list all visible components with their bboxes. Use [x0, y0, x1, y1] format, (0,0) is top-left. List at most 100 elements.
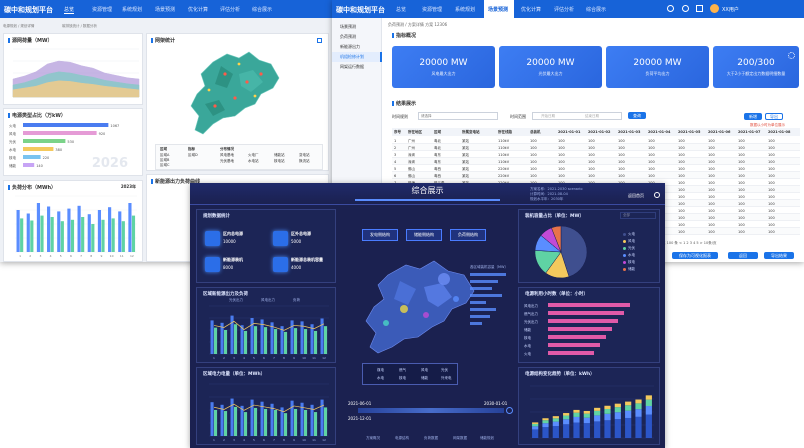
table-row[interactable]: 5 佛山 粤西 某站 220kV 100 100 100 100 100 100 100 100 100: [392, 165, 800, 172]
nav-tab-5[interactable]: 评估分析: [220, 7, 241, 13]
column-header[interactable]: 2021-01-02: [588, 130, 611, 134]
column-header[interactable]: 2021-01-08: [768, 130, 791, 134]
table-row[interactable]: 1 广州 粤北 某站 110kV 100 100 100 100 100 100 100 100 100: [392, 137, 800, 144]
column-header[interactable]: 所在线路: [498, 130, 512, 134]
table-cell: 粤北: [434, 145, 441, 150]
map-chart-title: 各区域装机容量（MW）: [470, 265, 508, 269]
search-icon[interactable]: [667, 5, 674, 12]
side-item[interactable]: 负荷预测: [340, 34, 356, 39]
table-cell: 110kV: [498, 145, 510, 150]
table-cell: 100: [708, 229, 715, 234]
play-icon[interactable]: [506, 407, 513, 414]
back-home-link[interactable]: 返回首页: [628, 193, 644, 198]
table-cell: 粤东: [434, 152, 441, 157]
side-item[interactable]: 场景预测: [340, 24, 356, 29]
table-cell: 100: [530, 159, 537, 164]
bottom-tab[interactable]: 电源结构: [395, 436, 409, 440]
breadcrumb[interactable]: 负荷预测 / 方案详情 方案 12306: [388, 22, 448, 27]
tick-label: 8: [90, 254, 92, 258]
metric-label: 风电最大出力: [431, 71, 456, 76]
nav-tab-3[interactable]: 场景预测: [155, 7, 176, 13]
bottom-tab[interactable]: 网架数据: [453, 436, 467, 440]
pie-slice: [560, 225, 588, 278]
date-range-input[interactable]: 开始日期 结束日期: [532, 112, 622, 120]
column-header[interactable]: 2021-01-04: [648, 130, 671, 134]
nav-tab-2[interactable]: 系统规划: [455, 7, 476, 13]
table-row[interactable]: 4 深圳 粤东 某站 110kV 100 100 100 100 100 100 100 100 100: [392, 158, 800, 165]
table-cell: 100: [738, 201, 745, 206]
nav-tab-0[interactable]: 总览: [396, 7, 407, 13]
legend-label: 核电: [628, 260, 635, 264]
nav-tab-1[interactable]: 资源管理: [422, 7, 443, 13]
bottom-tab[interactable]: 储能规划: [480, 436, 494, 440]
bottom-tab[interactable]: 负荷数据: [424, 436, 438, 440]
bar: [254, 407, 258, 436]
column-header[interactable]: 区域: [434, 130, 441, 134]
bar: [70, 219, 75, 252]
column-header[interactable]: 所在地区: [408, 130, 422, 134]
rule-select[interactable]: [418, 112, 498, 120]
breadcrumb-right[interactable]: 碳排放统计 / 数据分析: [62, 24, 97, 28]
column-header[interactable]: 总装机: [530, 130, 541, 134]
breadcrumb-left[interactable]: 电源规划 / 规划详情: [3, 24, 35, 28]
nav-tab-0[interactable]: 总览: [64, 7, 75, 14]
tick-label: 12: [130, 254, 134, 258]
side-item-active[interactable]: 机组检修计划: [340, 54, 364, 59]
legend-item: 外来电: [441, 376, 452, 380]
bar-segment: [542, 423, 549, 428]
column-header[interactable]: 2021-01-07: [738, 130, 761, 134]
column-header[interactable]: 2021-01-06: [708, 130, 731, 134]
tick-label: 11: [120, 254, 124, 258]
map-tab-generation[interactable]: 发电侧结构: [362, 229, 398, 241]
table-row[interactable]: 6 佛山 粤西 某站 220kV 100 100 100 100 100 100 100 100 100: [392, 172, 800, 179]
table-cell: 100: [708, 215, 715, 220]
side-item[interactable]: 新能源出力: [340, 44, 360, 49]
timeline-slider[interactable]: [358, 408, 504, 413]
nav-tab-6[interactable]: 综合展示: [586, 7, 607, 13]
bottom-tab[interactable]: 方案概况: [366, 436, 380, 440]
nav-tab-3[interactable]: 场景预测: [488, 7, 509, 13]
column-header[interactable]: 所属变电站: [462, 130, 480, 134]
pagination[interactable]: 共 100 条 < 1 2 3 4 5 > 10条/页: [662, 241, 717, 245]
gear-icon[interactable]: [682, 5, 689, 12]
column-header[interactable]: 2021-01-05: [678, 130, 701, 134]
export-button[interactable]: 导出: [765, 113, 783, 120]
legend-item: 风电: [421, 368, 428, 372]
add-button[interactable]: 新增: [744, 113, 762, 120]
metric-label: 大于2小于额定出力数据明细数量: [726, 71, 786, 76]
bar-segment: [625, 417, 632, 438]
back-button[interactable]: 返回: [728, 252, 758, 259]
nav-tab-4[interactable]: 优化计算: [188, 7, 209, 13]
bar: [320, 318, 324, 354]
nav-tab-4[interactable]: 优化计算: [521, 7, 542, 13]
table-row[interactable]: 3 深圳 粤东 某站 110kV 100 100 100 100 100 100 100 100 100: [392, 151, 800, 158]
map-tab-load[interactable]: 负荷侧结构: [450, 229, 486, 241]
save-report-button[interactable]: 保存为可视化报表: [672, 252, 718, 259]
bar: [320, 399, 324, 436]
bell-icon[interactable]: [696, 5, 703, 12]
area-series-2: [12, 80, 140, 98]
gear-icon[interactable]: [654, 192, 660, 198]
query-button[interactable]: 查询: [628, 112, 646, 119]
nav-tab-1[interactable]: 资源管理: [92, 7, 113, 13]
nav-tab-2[interactable]: 系统规划: [122, 7, 143, 13]
gear-icon[interactable]: [788, 52, 795, 59]
map-tab-storage[interactable]: 储能侧结构: [406, 229, 442, 241]
export-result-button[interactable]: 导出结果: [764, 252, 794, 259]
table-cell: 100: [738, 180, 745, 185]
side-item[interactable]: 网架运行数据: [340, 64, 364, 69]
table-cell: 100: [768, 215, 775, 220]
bar-segment: [604, 408, 611, 414]
table-row[interactable]: 2 广州 粤北 某站 110kV 100 100 100 100 100 100 100 100 100: [392, 144, 800, 151]
nav-tab-6[interactable]: 综合展示: [252, 7, 273, 13]
column-header[interactable]: 序号: [394, 130, 401, 134]
nav-tab-5[interactable]: 评估分析: [554, 7, 575, 13]
expand-icon[interactable]: [317, 38, 322, 43]
column-header[interactable]: 2021-01-01: [558, 130, 581, 134]
avatar[interactable]: [710, 4, 719, 13]
table-cell: 100: [678, 159, 685, 164]
column-header[interactable]: 2021-01-03: [618, 130, 641, 134]
table-cell: 粤北: [434, 138, 441, 143]
user-name[interactable]: XX用户: [722, 7, 739, 13]
bar: [87, 214, 91, 252]
